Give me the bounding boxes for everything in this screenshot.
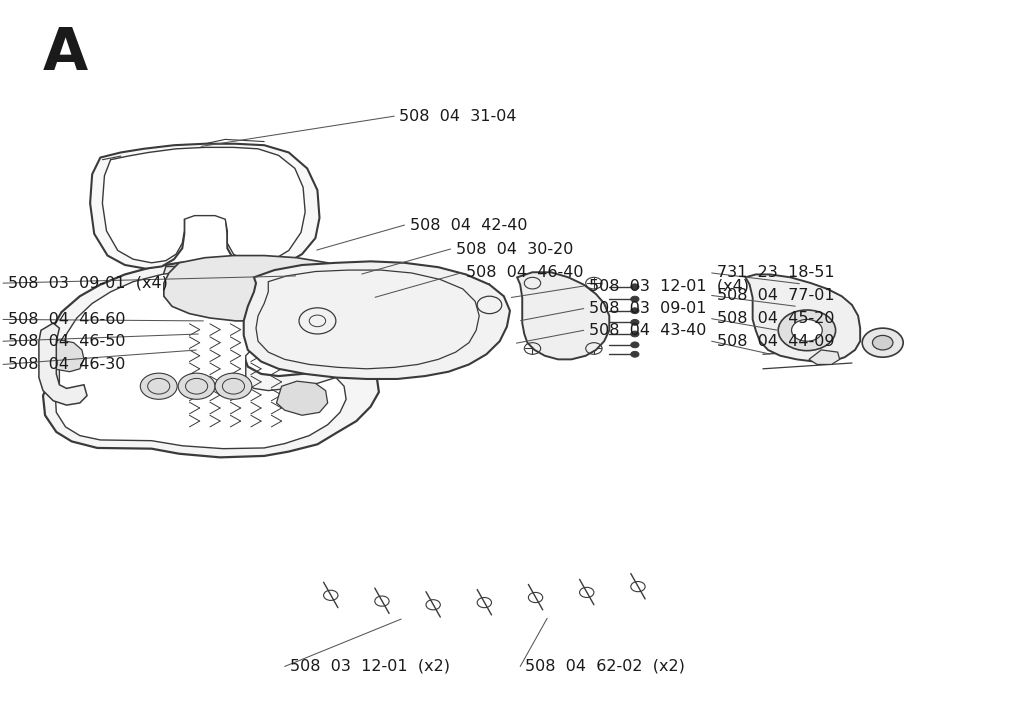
Polygon shape [90,144,319,269]
Circle shape [631,284,639,290]
Polygon shape [102,147,305,263]
Circle shape [872,335,893,350]
Text: 508  04  62-02  (x2): 508 04 62-02 (x2) [525,659,685,674]
Circle shape [215,373,252,399]
Circle shape [862,328,903,357]
Text: 508  04  30-20: 508 04 30-20 [456,242,573,256]
Text: 508  04  46-50: 508 04 46-50 [8,334,126,348]
Circle shape [178,373,215,399]
Polygon shape [517,272,609,359]
Circle shape [631,351,639,357]
Polygon shape [43,340,84,372]
Text: 508  04  46-30: 508 04 46-30 [8,357,126,372]
Circle shape [631,296,639,302]
Polygon shape [244,261,510,379]
Circle shape [140,373,177,399]
Polygon shape [39,323,87,405]
Text: 508  04  45-20: 508 04 45-20 [717,311,835,326]
Text: 508  04  42-40: 508 04 42-40 [410,218,527,232]
Circle shape [778,310,836,351]
Circle shape [792,319,822,341]
Polygon shape [55,269,356,449]
Text: A: A [43,25,88,83]
Text: 508  03  12-01  (x2): 508 03 12-01 (x2) [290,659,450,674]
Polygon shape [43,261,379,457]
Polygon shape [745,274,860,362]
Circle shape [631,342,639,348]
Text: 508  03  09-01  (x4): 508 03 09-01 (x4) [8,276,168,290]
Text: 508  04  46-40: 508 04 46-40 [466,266,584,280]
Polygon shape [164,256,358,321]
Circle shape [631,331,639,337]
Circle shape [631,319,639,325]
Text: 731  23  18-51: 731 23 18-51 [717,266,835,280]
Polygon shape [809,350,840,364]
Text: 508  03  12-01  (x4): 508 03 12-01 (x4) [589,279,749,293]
Text: 508  04  43-40: 508 04 43-40 [589,323,707,338]
Polygon shape [276,381,328,415]
Text: 508  03  09-01: 508 03 09-01 [589,301,707,316]
Text: 508  04  44-09: 508 04 44-09 [717,334,835,348]
Text: 508  04  46-60: 508 04 46-60 [8,312,126,327]
Polygon shape [162,266,215,298]
Text: 508  04  77-01: 508 04 77-01 [717,288,835,303]
Text: 508  04  31-04: 508 04 31-04 [399,109,517,123]
Circle shape [631,308,639,314]
